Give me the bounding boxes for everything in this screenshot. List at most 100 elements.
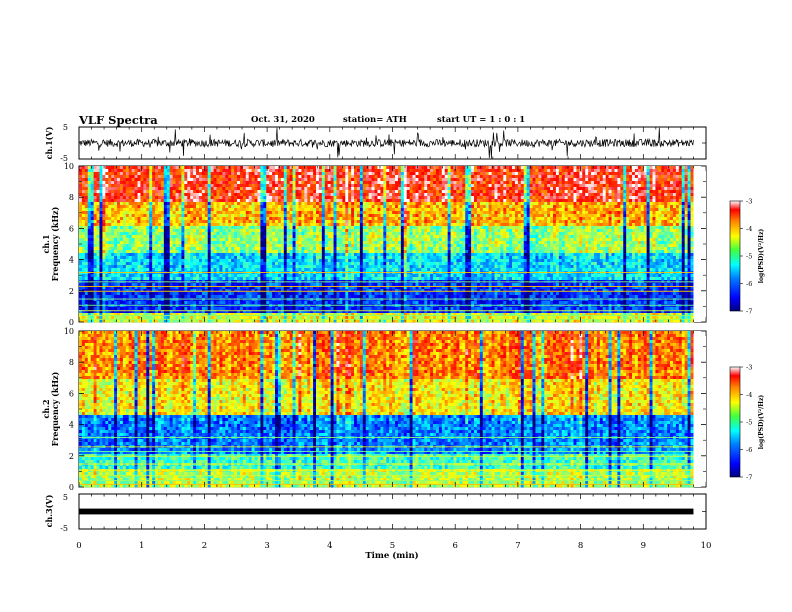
spectrogram-cell xyxy=(246,202,249,205)
spectrogram-cell xyxy=(512,205,515,208)
spectrogram-cell xyxy=(140,217,143,220)
spectrogram-cell xyxy=(459,229,462,232)
ch1-spectrogram-image xyxy=(79,166,706,322)
spectrogram-cell xyxy=(427,175,430,178)
spectrogram-cell xyxy=(155,205,158,208)
spectrogram-cell xyxy=(667,166,670,169)
spectrogram-cell xyxy=(281,220,284,223)
spectrogram-cell xyxy=(138,214,141,217)
spectrogram-cell xyxy=(465,190,468,193)
spectrogram-cell xyxy=(597,178,600,181)
spectrogram-cell xyxy=(418,223,421,226)
spectrogram-cell xyxy=(348,217,351,220)
spectrogram-cell xyxy=(120,220,123,223)
spectrogram-cell xyxy=(424,190,427,193)
spectrogram-cell xyxy=(647,178,650,181)
spectrogram-cell xyxy=(448,172,451,175)
spectrogram-cell xyxy=(164,190,167,193)
spectrogram-cell xyxy=(334,190,337,193)
spectrogram-cell xyxy=(205,208,208,211)
spectrogram-cell xyxy=(562,211,565,214)
spectrogram-cell xyxy=(550,208,553,211)
spectrogram-cell xyxy=(445,205,448,208)
spectrogram-cell xyxy=(296,193,299,196)
spectrogram-cell xyxy=(82,214,85,217)
spectrogram-cell xyxy=(483,175,486,178)
spectrogram-cell xyxy=(255,202,258,205)
spectrogram-cell xyxy=(301,196,304,199)
spectrogram-cell xyxy=(252,229,255,232)
spectrogram-cell xyxy=(585,229,588,232)
spectrogram-cell xyxy=(600,232,603,235)
spectrogram-cell xyxy=(342,193,345,196)
spectrogram-cell xyxy=(138,220,141,223)
spectrogram-cell xyxy=(170,202,173,205)
spectrogram-cell xyxy=(661,220,664,223)
spectrogram-cell xyxy=(357,205,360,208)
spectrogram-cell xyxy=(363,184,366,187)
spectrogram-cell xyxy=(658,217,661,220)
spectrogram-cell xyxy=(284,193,287,196)
spectrogram-cell xyxy=(149,232,152,235)
spectrogram-cell xyxy=(184,229,187,232)
spectrogram-cell xyxy=(454,208,457,211)
spectrogram-cell xyxy=(456,208,459,211)
spectrogram-cell xyxy=(661,199,664,202)
spectrogram-cell xyxy=(357,220,360,223)
spectrogram-cell xyxy=(410,226,413,229)
spectrogram-cell xyxy=(404,205,407,208)
spectrogram-cell xyxy=(108,181,111,184)
spectrogram-cell xyxy=(392,193,395,196)
spectrogram-cell xyxy=(653,178,656,181)
spectrogram-cell xyxy=(178,229,181,232)
spectrogram-cell xyxy=(161,202,164,205)
spectrogram-cell xyxy=(383,214,386,217)
spectrogram-cell xyxy=(638,190,641,193)
spectrogram-cell xyxy=(691,199,694,202)
spectrogram-cell xyxy=(682,226,685,229)
spectrogram-cell xyxy=(234,226,237,229)
spectrogram-cell xyxy=(202,226,205,229)
spectrogram-cell xyxy=(635,205,638,208)
spectrogram-cell xyxy=(369,190,372,193)
spectrogram-cell xyxy=(641,214,644,217)
spectrogram-cell xyxy=(354,214,357,217)
spectrogram-cell xyxy=(246,223,249,226)
spectrogram-cell xyxy=(535,226,538,229)
spectrogram-cell xyxy=(351,205,354,208)
spectrogram-cell xyxy=(328,187,331,190)
spectrogram-cell xyxy=(401,196,404,199)
spectrogram-cell xyxy=(161,232,164,235)
spectrogram-cell xyxy=(509,199,512,202)
spectrogram-cell xyxy=(407,184,410,187)
spectrogram-cell xyxy=(509,184,512,187)
spectrogram-cell xyxy=(319,181,322,184)
spectrogram-cell xyxy=(111,205,114,208)
spectrogram-cell xyxy=(255,208,258,211)
spectrogram-cell xyxy=(430,196,433,199)
spectrogram-cell xyxy=(585,217,588,220)
spectrogram-cell xyxy=(474,169,477,172)
spectrogram-cell xyxy=(383,181,386,184)
spectrogram-cell xyxy=(313,196,316,199)
spectrogram-cell xyxy=(471,214,474,217)
spectrogram-cell xyxy=(459,226,462,229)
spectrogram-cell xyxy=(322,199,325,202)
spectrogram-cell xyxy=(454,178,457,181)
spectrogram-cell xyxy=(541,169,544,172)
spectrogram-cell xyxy=(456,193,459,196)
spectrogram-cell xyxy=(117,202,120,205)
spectrogram-cell xyxy=(547,223,550,226)
spectrogram-cell xyxy=(430,199,433,202)
spectrogram-cell xyxy=(287,205,290,208)
spectrogram-cell xyxy=(579,169,582,172)
spectrogram-cell xyxy=(497,232,500,235)
spectrogram-cell xyxy=(471,226,474,229)
spectrogram-cell xyxy=(345,196,348,199)
spectrogram-cell xyxy=(521,202,524,205)
spectrogram-cell xyxy=(395,169,398,172)
spectrogram-cell xyxy=(363,223,366,226)
spectrogram-cell xyxy=(316,172,319,175)
spectrogram-cell xyxy=(688,190,691,193)
spectrogram-cell xyxy=(670,217,673,220)
